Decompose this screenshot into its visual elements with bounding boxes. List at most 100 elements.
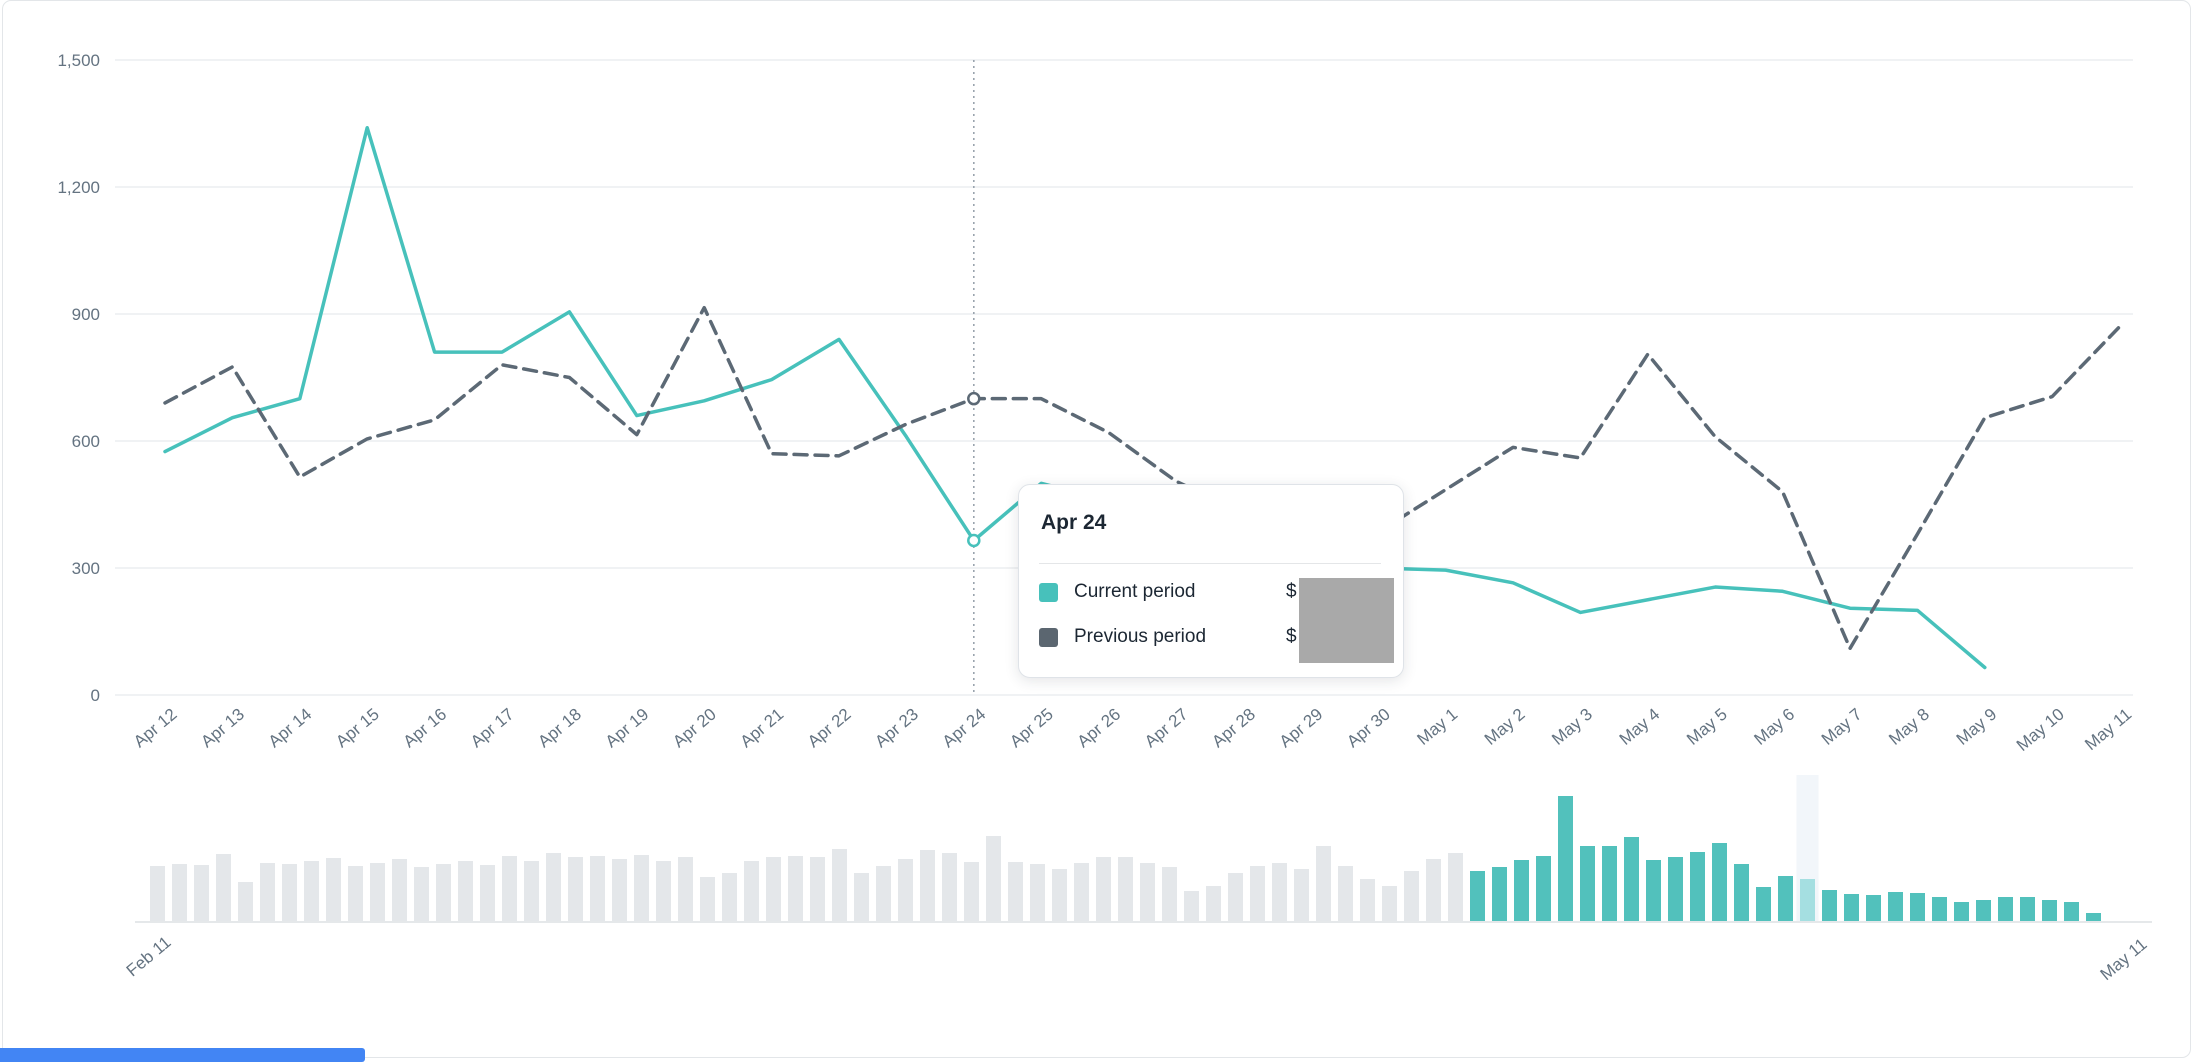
minimap-bar[interactable] [1008,862,1023,921]
previous-period-line[interactable] [163,305,2122,651]
minimap-bar[interactable] [546,853,561,921]
minimap-bar[interactable] [238,882,253,921]
minimap-bar[interactable] [1316,846,1331,921]
minimap-bar[interactable] [1074,863,1089,921]
minimap-bar[interactable] [1778,876,1793,921]
minimap-bar[interactable] [1030,864,1045,921]
minimap-bar[interactable] [788,856,803,921]
minimap-bar[interactable] [1866,895,1881,921]
minimap-bar[interactable] [1338,866,1353,921]
minimap-bar[interactable] [150,866,165,921]
minimap-bar[interactable] [304,861,319,921]
minimap-bar[interactable] [216,854,231,921]
minimap-bar[interactable] [2064,902,2079,921]
minimap-bar[interactable] [1690,852,1705,921]
x-tick-label: May 1 [1413,705,1461,749]
minimap-bar[interactable] [1228,873,1243,921]
minimap-bar[interactable] [1294,869,1309,921]
minimap-bar[interactable] [1756,887,1771,921]
minimap-bar[interactable] [1624,837,1639,921]
minimap-bar[interactable] [1558,796,1573,921]
minimap-bar[interactable] [1492,867,1507,921]
minimap-bar[interactable] [1800,879,1815,921]
minimap-bar[interactable] [590,856,605,921]
minimap-bar[interactable] [480,865,495,921]
minimap-bar[interactable] [1580,846,1595,921]
minimap-bar[interactable] [766,857,781,921]
minimap-bar[interactable] [1272,863,1287,921]
minimap-bar[interactable] [700,877,715,921]
minimap-bar[interactable] [392,859,407,921]
minimap-bar[interactable] [942,853,957,921]
minimap-bar[interactable] [1118,857,1133,921]
minimap-bar[interactable] [722,873,737,921]
minimap-bar[interactable] [2020,897,2035,921]
minimap-bar[interactable] [172,864,187,921]
minimap-bar[interactable] [524,861,539,921]
current-period-swatch [1039,582,1058,602]
minimap-bar[interactable] [1448,853,1463,921]
minimap-bar[interactable] [612,859,627,921]
minimap-bar[interactable] [1888,892,1903,921]
minimap-bar[interactable] [1536,856,1551,921]
minimap-bar[interactable] [744,861,759,921]
minimap-bar[interactable] [1668,857,1683,921]
minimap-bar[interactable] [656,861,671,921]
minimap-range-selector[interactable] [135,775,2152,923]
minimap-bar[interactable] [1910,893,1925,921]
x-tick-label: May 4 [1616,705,1664,749]
minimap-bar[interactable] [1954,902,1969,921]
minimap-bar[interactable] [1162,867,1177,921]
minimap-bar[interactable] [1734,864,1749,921]
minimap-bar[interactable] [986,836,1001,921]
minimap-bar[interactable] [1932,897,1947,921]
tooltip-date-title: Apr 24 [1041,511,1107,534]
x-tick-label: Apr 20 [669,705,720,752]
minimap-bar[interactable] [568,857,583,921]
minimap-bar[interactable] [964,862,979,921]
minimap-bar[interactable] [370,863,385,921]
previous-period-label: Previous period [1074,626,1207,647]
minimap-bar[interactable] [1140,863,1155,921]
minimap-bar[interactable] [810,857,825,921]
minimap-bar[interactable] [1514,860,1529,921]
minimap-bar[interactable] [1096,857,1111,921]
minimap-bar[interactable] [1052,869,1067,921]
minimap-bar[interactable] [502,856,517,921]
minimap-bar[interactable] [348,866,363,921]
x-tick-label: Apr 13 [197,705,248,752]
minimap-bar[interactable] [1602,846,1617,921]
minimap-bar[interactable] [1360,879,1375,921]
minimap-bar[interactable] [1206,886,1221,921]
minimap-bar[interactable] [260,863,275,921]
minimap-bar[interactable] [1998,897,2013,921]
minimap-bar[interactable] [1250,866,1265,921]
minimap-bar[interactable] [1426,859,1441,921]
minimap-bar[interactable] [920,850,935,921]
minimap-bar[interactable] [1646,860,1661,921]
minimap-bar[interactable] [2086,913,2101,921]
minimap-bar[interactable] [2042,900,2057,921]
minimap-bar[interactable] [1382,886,1397,921]
x-tick-label: May 6 [1750,705,1798,749]
minimap-bar[interactable] [1184,891,1199,921]
x-tick-label: Apr 18 [534,705,585,752]
minimap-bar[interactable] [1712,843,1727,921]
minimap-bar[interactable] [1470,871,1485,921]
minimap-bar[interactable] [832,849,847,921]
minimap-bar[interactable] [282,864,297,921]
minimap-bar[interactable] [678,857,693,921]
minimap-bar[interactable] [326,858,341,921]
minimap-bar[interactable] [194,865,209,921]
minimap-bar[interactable] [1844,894,1859,921]
minimap-bar[interactable] [436,864,451,921]
minimap-bar[interactable] [1976,900,1991,921]
minimap-bar[interactable] [414,867,429,921]
minimap-bar[interactable] [854,873,869,921]
minimap-bar[interactable] [1822,890,1837,921]
minimap-bar[interactable] [458,861,473,921]
minimap-bar[interactable] [1404,871,1419,921]
minimap-bar[interactable] [876,866,891,921]
minimap-bar[interactable] [634,855,649,921]
minimap-bar[interactable] [898,859,913,921]
